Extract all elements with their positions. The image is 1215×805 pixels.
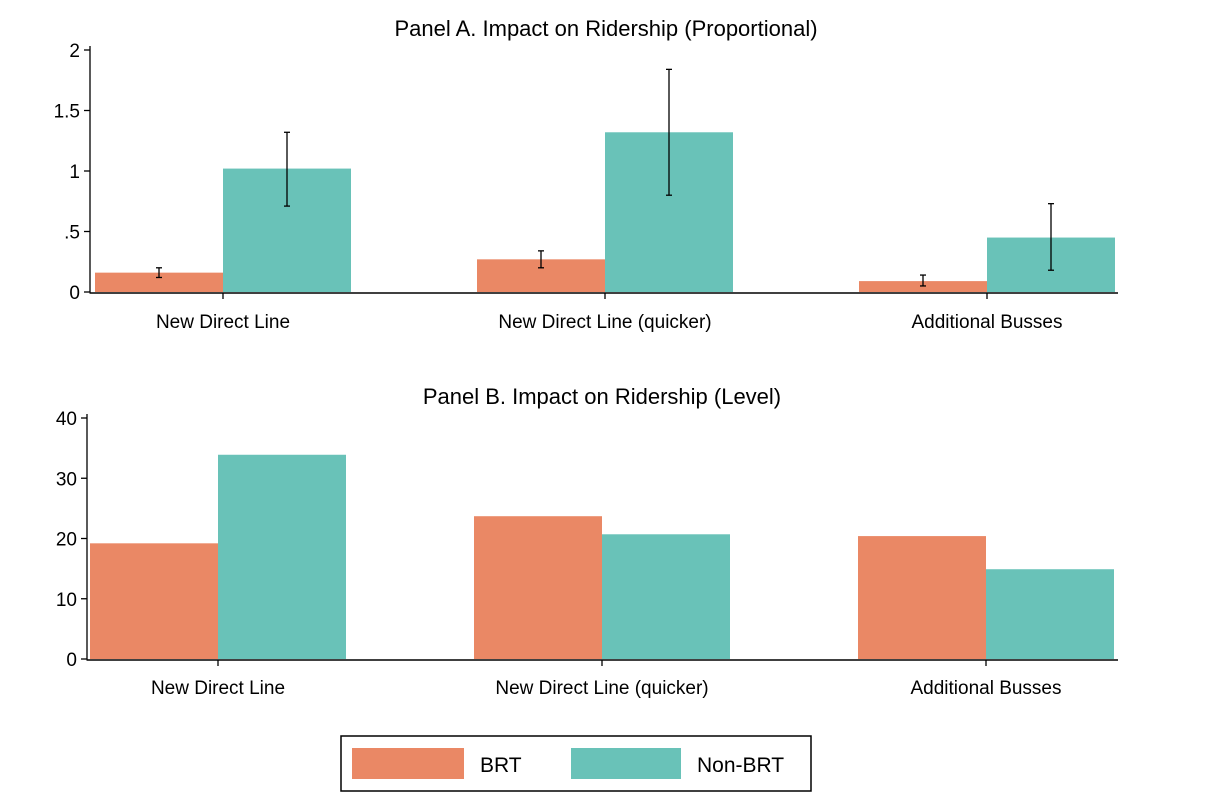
legend-box (340, 735, 812, 792)
panel-a-title: Panel A. Impact on Ridership (Proportion… (394, 16, 817, 41)
panel-b-y-tick-label-3: 30 (56, 469, 77, 490)
panel-b-y-tick-label-0: 0 (66, 650, 77, 671)
legend-swatch-non-brt (571, 748, 681, 779)
panel-a-y-tick-label-3: 1.5 (54, 102, 80, 123)
panel-b-category-label-1: New Direct Line (quicker) (495, 678, 708, 699)
panel-b-category-label-2: Additional Busses (910, 678, 1061, 699)
panel-b-bar-non-brt-2 (986, 569, 1114, 659)
panel-b-title: Panel B. Impact on Ridership (Level) (423, 384, 781, 409)
panel-b-bar-brt-0 (90, 543, 218, 659)
panel-a-category-label-1: New Direct Line (quicker) (498, 312, 711, 333)
panel-a-bar-brt-0 (95, 272, 223, 292)
panel-b: Panel B. Impact on Ridership (Level) 0 10… (56, 384, 1118, 699)
panel-a-y-tick-label-4: 2 (69, 41, 80, 62)
legend-label-brt: BRT (480, 754, 522, 777)
panel-a-category-label-2: Additional Busses (911, 312, 1062, 333)
panel-b-bar-non-brt-1 (602, 534, 730, 659)
panel-b-y-tick-label-4: 40 (56, 409, 77, 430)
panel-a-y-tick-label-0: 0 (69, 283, 80, 304)
panel-a-y-tick-label-2: 1 (69, 162, 80, 183)
panel-b-bar-brt-1 (474, 516, 602, 659)
panel-a-y-tick-label-1: .5 (64, 223, 80, 244)
panel-b-category-label-0: New Direct Line (151, 678, 285, 699)
legend: BRT Non-BRT (340, 735, 812, 792)
panel-b-bar-non-brt-0 (218, 454, 346, 659)
legend-label-non-brt: Non-BRT (697, 754, 784, 777)
panel-b-bar-brt-2 (858, 536, 986, 659)
panel-a-category-label-0: New Direct Line (156, 312, 290, 333)
panel-b-y-tick-label-1: 10 (56, 590, 77, 611)
panel-a: Panel A. Impact on Ridership (Proportion… (54, 16, 1118, 333)
legend-swatch-brt (352, 748, 464, 779)
panel-b-y-tick-label-2: 20 (56, 530, 77, 551)
